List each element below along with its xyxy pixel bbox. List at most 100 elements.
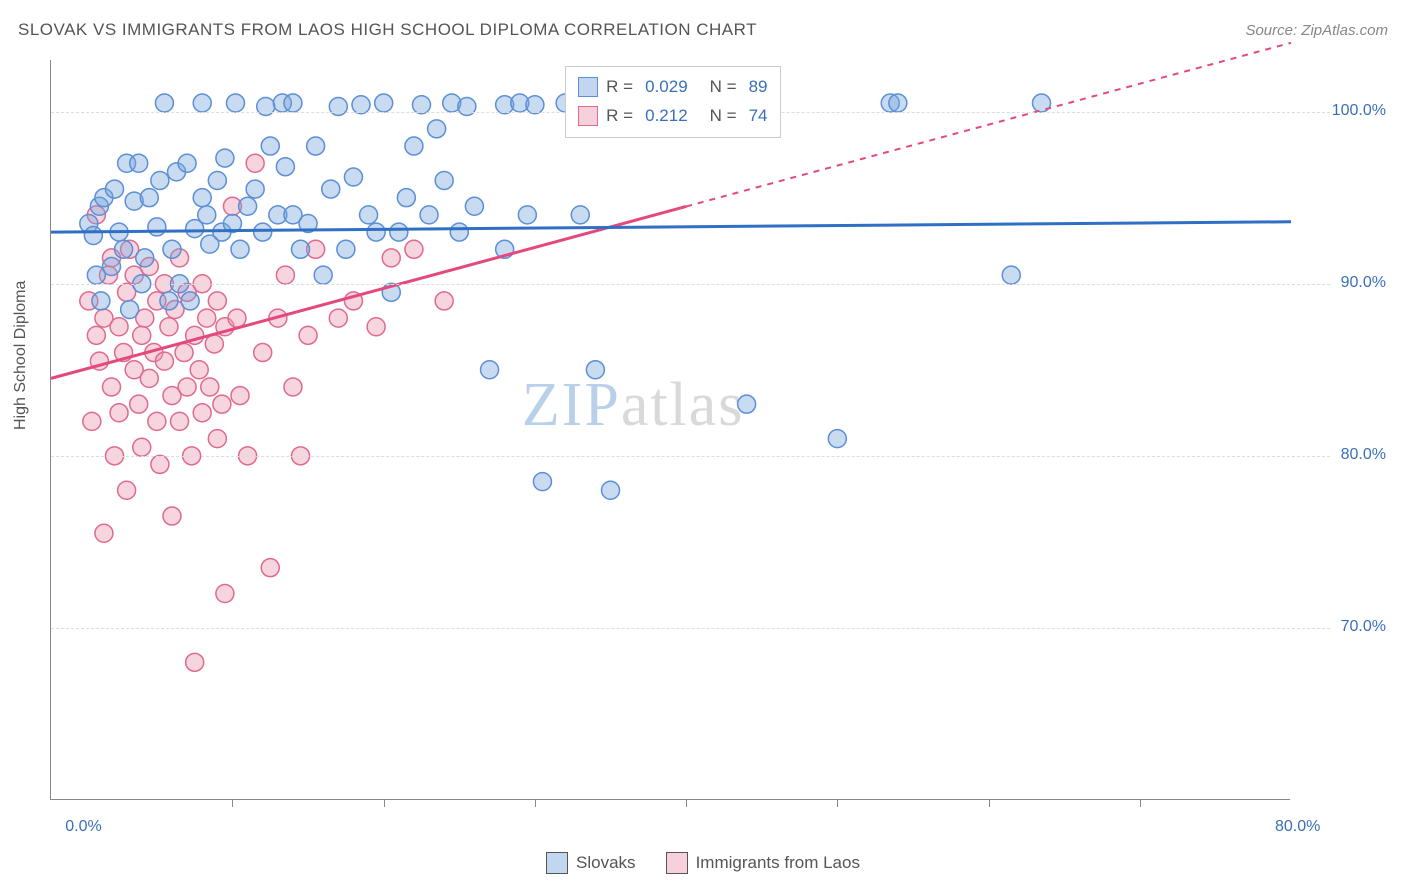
y-tick-label: 70.0% — [1341, 618, 1386, 636]
y-axis-label: High School Diploma — [12, 281, 30, 430]
data-point — [465, 197, 483, 215]
x-tick — [384, 799, 385, 807]
data-point — [190, 361, 208, 379]
source-attribution: Source: ZipAtlas.com — [1245, 22, 1388, 39]
legend-label: Immigrants from Laos — [696, 853, 860, 873]
data-point — [420, 206, 438, 224]
data-point — [231, 240, 249, 258]
data-point — [344, 168, 362, 186]
data-point — [533, 473, 551, 491]
data-point — [246, 180, 264, 198]
stats-n-label: N = — [710, 73, 737, 102]
x-tick — [989, 799, 990, 807]
data-point — [458, 97, 476, 115]
data-point — [171, 412, 189, 430]
data-point — [435, 292, 453, 310]
stats-n-value: 74 — [749, 102, 768, 131]
data-point — [163, 240, 181, 258]
stats-r-label: R = — [606, 102, 633, 131]
data-point — [193, 94, 211, 112]
data-point — [367, 223, 385, 241]
data-point — [828, 430, 846, 448]
stats-row: R =0.029N =89 — [578, 73, 767, 102]
legend-swatch — [578, 77, 598, 97]
data-point — [367, 318, 385, 336]
x-tick — [1140, 799, 1141, 807]
data-point — [481, 361, 499, 379]
data-point — [1002, 266, 1020, 284]
data-point — [133, 438, 151, 456]
data-point — [518, 206, 536, 224]
x-tick-label: 0.0% — [65, 818, 101, 836]
data-point — [208, 430, 226, 448]
data-point — [136, 249, 154, 267]
data-point — [586, 361, 604, 379]
data-point — [284, 94, 302, 112]
data-point — [151, 455, 169, 473]
data-point — [178, 378, 196, 396]
data-point — [130, 395, 148, 413]
data-point — [450, 223, 468, 241]
data-point — [148, 218, 166, 236]
stats-n-value: 89 — [749, 73, 768, 102]
data-point — [208, 292, 226, 310]
x-tick-label: 80.0% — [1275, 818, 1320, 836]
data-point — [160, 292, 178, 310]
legend-swatch — [666, 852, 688, 874]
data-point — [228, 309, 246, 327]
data-point — [284, 378, 302, 396]
gridline — [51, 456, 1330, 457]
stats-n-label: N = — [710, 102, 737, 131]
legend-item: Slovaks — [546, 852, 636, 874]
data-point — [216, 584, 234, 602]
data-point — [889, 94, 907, 112]
data-point — [92, 292, 110, 310]
x-tick — [686, 799, 687, 807]
y-tick-label: 100.0% — [1332, 102, 1386, 120]
data-point — [405, 240, 423, 258]
data-point — [181, 292, 199, 310]
data-point — [246, 154, 264, 172]
data-point — [360, 206, 378, 224]
plot-area: R =0.029N =89R =0.212N =74 ZIPatlas — [50, 60, 1290, 800]
chart-header: SLOVAK VS IMMIGRANTS FROM LAOS HIGH SCHO… — [18, 20, 1388, 40]
data-point — [257, 97, 275, 115]
data-point — [155, 94, 173, 112]
data-point — [193, 189, 211, 207]
data-point — [160, 318, 178, 336]
data-point — [118, 481, 136, 499]
chart-title: SLOVAK VS IMMIGRANTS FROM LAOS HIGH SCHO… — [18, 20, 757, 40]
stats-r-value: 0.212 — [645, 102, 688, 131]
data-point — [84, 227, 102, 245]
data-point — [175, 344, 193, 362]
data-point — [208, 171, 226, 189]
data-point — [198, 309, 216, 327]
data-point — [155, 352, 173, 370]
data-point — [375, 94, 393, 112]
data-point — [186, 653, 204, 671]
data-point — [254, 344, 272, 362]
data-point — [140, 369, 158, 387]
x-tick — [232, 799, 233, 807]
data-point — [102, 378, 120, 396]
data-point — [307, 137, 325, 155]
data-point — [299, 326, 317, 344]
data-point — [140, 189, 158, 207]
data-point — [226, 94, 244, 112]
data-point — [163, 507, 181, 525]
data-point — [151, 171, 169, 189]
data-point — [95, 524, 113, 542]
data-point — [193, 404, 211, 422]
data-point — [314, 266, 332, 284]
data-point — [106, 180, 124, 198]
data-point — [83, 412, 101, 430]
chart-svg — [51, 60, 1290, 799]
data-point — [435, 171, 453, 189]
stats-row: R = 0.212 N = 74 — [578, 102, 767, 131]
legend-swatch — [546, 852, 568, 874]
data-point — [261, 559, 279, 577]
x-tick — [837, 799, 838, 807]
data-point — [110, 318, 128, 336]
data-point — [390, 223, 408, 241]
x-tick — [535, 799, 536, 807]
